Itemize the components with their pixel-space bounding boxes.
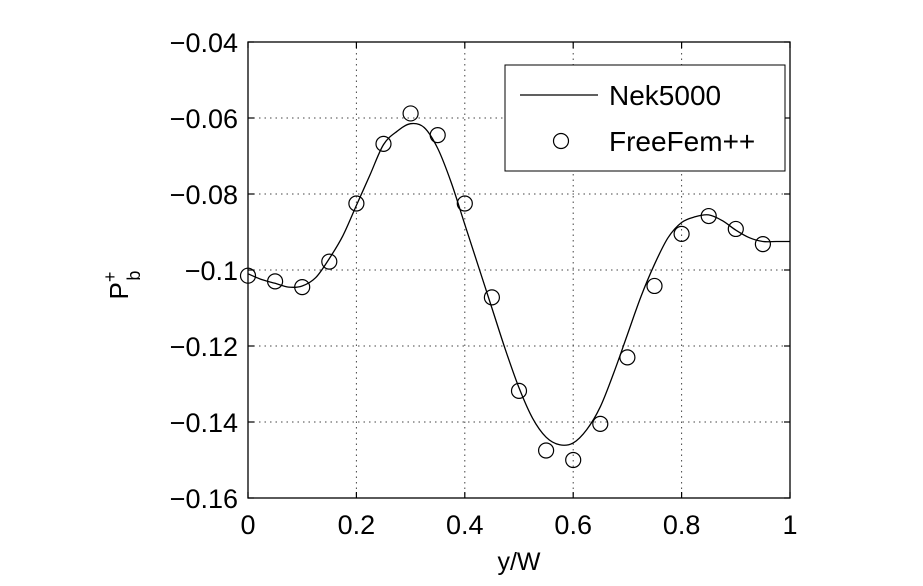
svg-text:P+b: P+ b	[100, 271, 144, 300]
freefem-point	[673, 225, 690, 242]
x-tick-label: 0	[240, 510, 255, 540]
freefem-point	[348, 195, 365, 212]
freefem-point	[429, 127, 446, 144]
legend-label-freefem: FreeFem++	[609, 126, 755, 157]
y-tick-label: −0.08	[170, 180, 238, 210]
legend-box	[504, 64, 786, 172]
freefem-point	[402, 105, 419, 122]
series-freefem	[239, 105, 772, 469]
x-tick-label: 0.6	[554, 510, 592, 540]
y-tick-label: −0.1	[185, 256, 238, 286]
y-axis-label-main: P	[104, 282, 134, 299]
freefem-point	[267, 273, 284, 290]
freefem-point	[321, 253, 338, 270]
freefem-point	[727, 220, 744, 238]
legend-label-nek5000: Nek5000	[609, 80, 721, 111]
freefem-point	[510, 382, 528, 399]
series-nek5000	[247, 122, 790, 446]
freefem-point	[294, 279, 311, 296]
freefem-point	[592, 415, 609, 432]
y-tick-label: −0.12	[170, 332, 238, 362]
grid-lines	[248, 42, 790, 498]
freefem-point	[619, 349, 636, 366]
x-axis-label: y/W	[497, 548, 540, 576]
axis-ticks: 0 0.2 0.4 0.6 0.8 1 −0.16 −0.14 −0.12 −0.1 −0.08 −0…	[170, 28, 798, 540]
freefem-point	[375, 135, 392, 152]
x-tick-label: 0.4	[446, 510, 484, 540]
legend-marker-swatch	[552, 132, 570, 150]
freefem-point	[754, 236, 772, 253]
y-axis-label-sub: b	[124, 271, 144, 281]
y-tick-label: −0.06	[170, 104, 238, 134]
freefem-point	[483, 289, 500, 306]
legend: Nek5000 FreeFem++	[504, 64, 786, 172]
y-axis-label-sup: +	[100, 272, 120, 283]
freefem-point	[565, 451, 582, 469]
freefem-point	[646, 277, 663, 295]
x-tick-label: 1	[782, 510, 797, 540]
nek5000-line	[247, 122, 790, 446]
freefem-point	[537, 442, 555, 459]
y-tick-label: −0.16	[170, 484, 238, 514]
x-tick-label: 0.8	[663, 510, 701, 540]
x-tick-label: 0.2	[338, 510, 376, 540]
freefem-point	[456, 195, 473, 212]
y-tick-label: −0.04	[170, 28, 238, 58]
y-tick-label: −0.14	[170, 408, 238, 438]
y-axis-label: P+ b	[100, 271, 144, 300]
freefem-point	[700, 207, 717, 225]
